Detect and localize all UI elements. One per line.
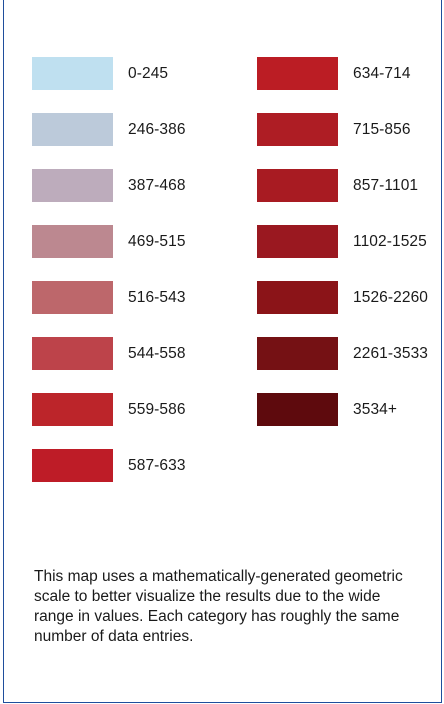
legend-range-label: 587-633	[128, 456, 186, 474]
legend-swatch	[32, 337, 113, 370]
legend-swatch	[257, 337, 338, 370]
legend-swatch	[257, 169, 338, 202]
legend-item: 634-714	[257, 57, 428, 90]
legend-item: 1102-1525	[257, 225, 428, 258]
legend-swatch	[257, 225, 338, 258]
legend-range-label: 857-1101	[353, 176, 419, 194]
legend-item: 2261-3533	[257, 337, 428, 370]
legend-swatch	[257, 281, 338, 314]
legend-item: 469-515	[32, 225, 186, 258]
legend-range-label: 2261-3533	[353, 344, 429, 362]
legend-item: 3534+	[257, 393, 428, 426]
legend-swatch	[32, 57, 113, 90]
legend-range-label: 3534+	[353, 400, 398, 418]
legend-range-label: 559-586	[128, 400, 186, 418]
legend-item: 246-386	[32, 113, 186, 146]
legend-item: 559-586	[32, 393, 186, 426]
legend-item: 715-856	[257, 113, 428, 146]
legend-swatch	[257, 57, 338, 90]
legend-item: 387-468	[32, 169, 186, 202]
legend-range-label: 1526-2260	[353, 288, 429, 306]
legend-item: 0-245	[32, 57, 186, 90]
legend-swatch	[32, 281, 113, 314]
legend-note: This map uses a mathematically-generated…	[34, 568, 403, 645]
legend-range-label: 387-468	[128, 176, 186, 194]
legend-range-label: 715-856	[353, 120, 411, 138]
legend-range-label: 469-515	[128, 232, 186, 250]
legend-swatch	[32, 449, 113, 482]
legend-swatch	[257, 113, 338, 146]
legend-item: 1526-2260	[257, 281, 428, 314]
map-legend-panel: 0-245 246-386 387-468 469-515 516-543 544-558…	[3, 0, 442, 703]
legend-item: 516-543	[32, 281, 186, 314]
legend-range-label: 1102-1525	[353, 232, 427, 250]
legend-item: 544-558	[32, 337, 186, 370]
legend-swatch	[32, 169, 113, 202]
legend-range-label: 246-386	[128, 120, 186, 138]
legend-swatch	[257, 393, 338, 426]
legend-column-left: 0-245 246-386 387-468 469-515 516-543 544-558…	[32, 57, 186, 505]
legend-column-right: 634-714 715-856 857-1101 1102-1525 1526-2260…	[257, 57, 428, 449]
legend-swatch	[32, 113, 113, 146]
legend-swatch	[32, 225, 113, 258]
legend-range-label: 544-558	[128, 344, 186, 362]
legend-range-label: 634-714	[353, 64, 411, 82]
legend-item: 857-1101	[257, 169, 428, 202]
legend-range-label: 0-245	[128, 64, 169, 82]
legend-range-label: 516-543	[128, 288, 186, 306]
legend-item: 587-633	[32, 449, 186, 482]
legend-swatch	[32, 393, 113, 426]
